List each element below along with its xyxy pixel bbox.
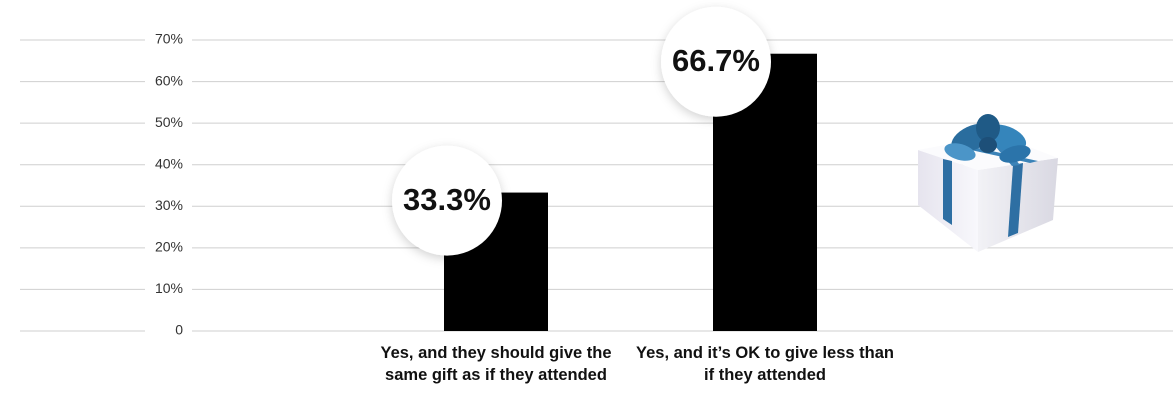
value-label: 33.3% [403, 182, 491, 217]
y-tick-label: 30% [155, 197, 183, 213]
y-tick-label: 40% [155, 155, 183, 171]
y-tick-label: 0 [175, 322, 183, 338]
y-tick-label: 50% [155, 114, 183, 130]
y-tick-label: 10% [155, 280, 183, 296]
value-label-bubble [661, 6, 771, 117]
y-tick-label: 20% [155, 239, 183, 255]
gift-illustration [918, 114, 1058, 252]
value-label-bubble [392, 145, 502, 256]
value-label: 66.7% [672, 43, 760, 78]
x-tick-label: Yes, and it’s OK to give less than if th… [636, 344, 894, 384]
y-tick-label: 70% [155, 31, 183, 47]
y-tick-label: 60% [155, 72, 183, 88]
x-tick-label: Yes, and they should give the same gift … [380, 344, 612, 384]
